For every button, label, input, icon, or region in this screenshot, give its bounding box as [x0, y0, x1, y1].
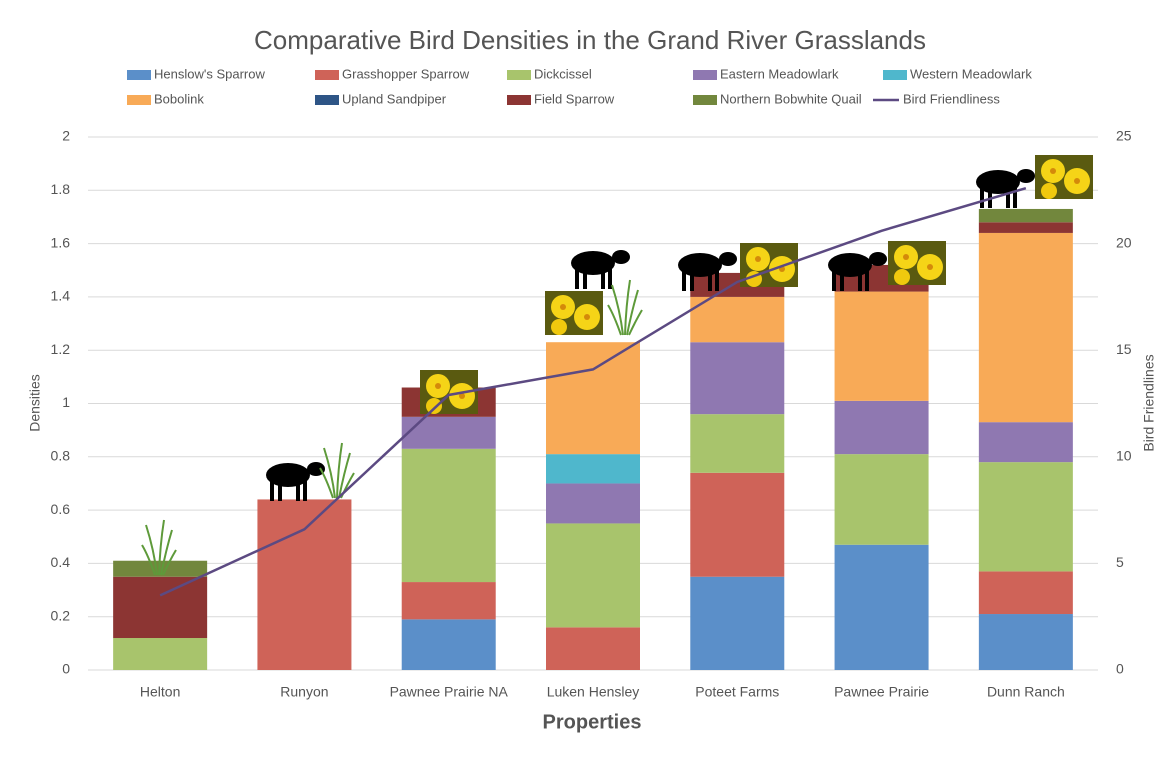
bar-segment [834, 454, 929, 545]
bar-segment [257, 499, 352, 670]
y-tick-label: 0.4 [51, 554, 71, 570]
line [159, 186, 1027, 597]
legend-swatch [883, 70, 907, 80]
legend-label: Bobolink [154, 91, 204, 106]
y-axis-title: Densities [27, 374, 43, 432]
y-tick-label: 0.6 [51, 501, 71, 517]
legend-swatch [693, 70, 717, 80]
y-tick-label: 1.6 [51, 234, 71, 250]
x-tick-label: Runyon [280, 684, 328, 700]
x-axis-title: Properties [543, 711, 642, 733]
legend-label: Eastern Meadowlark [720, 66, 839, 81]
legend-swatch [315, 95, 339, 105]
y2-axis-title: Bird Friendlines [1141, 354, 1157, 451]
bar-segment [401, 619, 496, 670]
bar-segment [834, 400, 929, 455]
bar-segment [978, 232, 1073, 423]
y2-tick-label: 25 [1116, 128, 1132, 144]
bar-segment [546, 627, 640, 670]
y2-tick-label: 15 [1116, 341, 1132, 357]
y2-tick-label: 5 [1116, 554, 1124, 570]
y-tick-label: 1 [62, 394, 70, 410]
y-tick-label: 0 [62, 661, 70, 677]
x-tick-label: Helton [140, 684, 180, 700]
bar-segment [978, 208, 1073, 223]
legend-swatch [693, 95, 717, 105]
legend-swatch [315, 70, 339, 80]
bar-segment [690, 342, 785, 415]
y-tick-label: 1.2 [51, 341, 71, 357]
legend-label: Western Meadowlark [910, 66, 1032, 81]
legend-swatch [127, 70, 151, 80]
bar-segment [690, 414, 785, 473]
y-tick-label: 0.2 [51, 607, 71, 623]
bar-segment [401, 416, 496, 449]
bar-segment [690, 472, 785, 577]
y2-tick-label: 20 [1116, 234, 1132, 250]
bar-segment [113, 638, 208, 670]
bar-segment [401, 582, 496, 620]
bar-segment [546, 454, 640, 484]
legend-label: Upland Sandpiper [342, 91, 447, 106]
legend-label: Henslow's Sparrow [154, 66, 265, 81]
x-tick-label: Pawnee Prairie [834, 684, 929, 700]
bar-segment [978, 614, 1073, 670]
bar-segment [546, 483, 640, 524]
bar-segment [401, 448, 496, 583]
x-tick-label: Poteet Farms [695, 684, 779, 700]
bar-segment [978, 222, 1073, 233]
y-tick-label: 1.4 [51, 288, 71, 304]
bar-segment [546, 342, 640, 455]
legend-label: Grasshopper Sparrow [342, 66, 470, 81]
y-tick-label: 1.8 [51, 181, 71, 197]
legend-label: Bird Friendliness [903, 91, 1000, 106]
x-tick-label: Luken Hensley [547, 684, 640, 700]
legend-swatch [127, 95, 151, 105]
legend-label: Northern Bobwhite Quail [720, 91, 862, 106]
bar-segment [978, 422, 1073, 463]
bar-segment [690, 576, 785, 670]
y2-tick-label: 10 [1116, 448, 1132, 464]
legend-swatch [507, 95, 531, 105]
x-tick-label: Dunn Ranch [987, 684, 1065, 700]
y2-tick-label: 0 [1116, 661, 1124, 677]
bar-segment [690, 296, 785, 343]
bar-segment [978, 571, 1073, 615]
bar-segment [546, 523, 640, 628]
y-tick-label: 0.8 [51, 448, 71, 464]
legend-label: Dickcissel [534, 66, 592, 81]
chart-title: Comparative Bird Densities in the Grand … [254, 25, 926, 55]
bar-segment [113, 576, 208, 639]
legend-label: Field Sparrow [534, 91, 615, 106]
bar-segment [834, 291, 929, 401]
x-tick-label: Pawnee Prairie NA [390, 684, 509, 700]
bar-segment [978, 462, 1073, 572]
legend-swatch [507, 70, 531, 80]
bar-segment [834, 544, 929, 670]
y-tick-label: 2 [62, 128, 70, 144]
